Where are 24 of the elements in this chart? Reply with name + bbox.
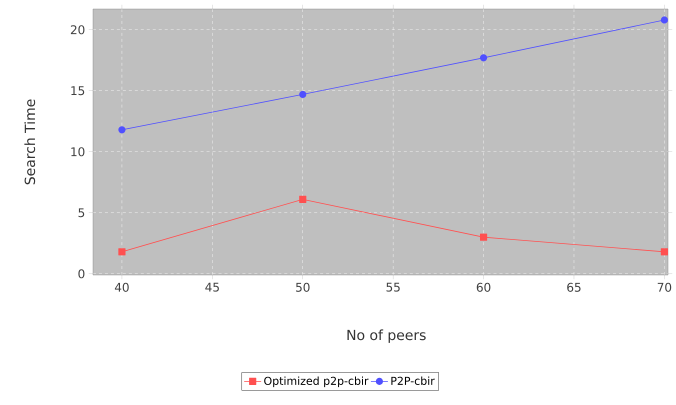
y-tick-label: 20 <box>70 25 84 34</box>
y-axis-title: Search Time <box>24 99 36 184</box>
point <box>118 248 126 256</box>
x-tick-label: 50 <box>296 282 310 292</box>
x-tick-label: 40 <box>114 282 129 292</box>
point <box>660 16 668 24</box>
point <box>118 126 126 134</box>
point <box>480 234 488 241</box>
y-tick-label: 5 <box>78 208 84 218</box>
legend-label: Optimized p2p-cbir <box>264 376 369 388</box>
y-tick-label: 10 <box>71 147 84 156</box>
point <box>299 90 306 98</box>
x-tick-label: 60 <box>476 282 490 292</box>
point <box>299 196 306 203</box>
legend-label: P2P-cbir <box>391 376 435 385</box>
x-tick-label: 45 <box>205 282 219 292</box>
x-tick-label: 55 <box>386 282 400 292</box>
point <box>480 54 488 62</box>
point <box>660 248 668 256</box>
x-tick-label: 70 <box>658 282 672 292</box>
x-axis-title: No of peers <box>347 329 426 343</box>
x-tick-label: 65 <box>567 282 581 292</box>
y-tick-label: 0 <box>78 269 84 278</box>
y-tick-label: 15 <box>71 86 84 96</box>
